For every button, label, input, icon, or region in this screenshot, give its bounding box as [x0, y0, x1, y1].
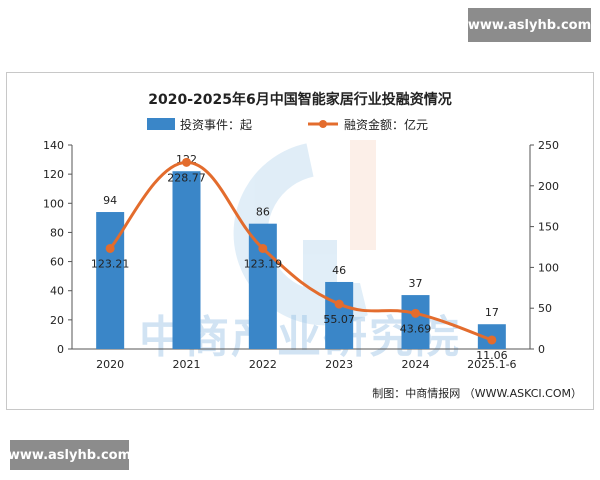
x-tick-label: 2024: [402, 358, 430, 371]
bar-value-label: 94: [103, 194, 117, 207]
left-tick-label: 140: [43, 139, 64, 152]
x-tick-label: 2021: [173, 358, 201, 371]
bar-value-label: 17: [485, 306, 499, 319]
line-series: [105, 157, 497, 345]
watermark-top: www.aslyhb.com: [468, 8, 591, 42]
legend: 投资事件：起 融资金额：亿元: [147, 117, 428, 132]
bar: [172, 171, 201, 349]
bar-value-label: 86: [256, 206, 270, 219]
left-tick-label: 40: [50, 285, 64, 298]
bar: [401, 295, 430, 349]
line-point: [334, 299, 344, 309]
line-value-label: 55.07: [323, 313, 355, 326]
x-tick-label: 2022: [249, 358, 277, 371]
legend-line-marker: [319, 120, 327, 128]
x-axis-labels: 2020 2021 2022 2023 2024 2025.1-6: [96, 358, 516, 371]
x-tick-label: 2020: [96, 358, 124, 371]
bars: [96, 171, 506, 349]
line-value-label: 43.69: [400, 322, 432, 335]
line-point: [258, 243, 268, 253]
right-tick-label: 0: [538, 343, 545, 356]
line-point: [411, 308, 420, 318]
right-tick-label: 100: [538, 261, 559, 274]
bar: [325, 281, 354, 349]
line-value-label: 123.19: [244, 257, 283, 270]
right-tick-label: 150: [538, 221, 559, 234]
legend-line-label: 融资金额：亿元: [344, 117, 428, 132]
right-tick-label: 250: [538, 139, 559, 152]
chart-title: 2020-2025年6月中国智能家居行业投融资情况: [148, 91, 451, 108]
bar-value-label: 37: [409, 277, 423, 290]
bar-value-label: 46: [332, 264, 346, 277]
line-value-label: 228.77: [167, 171, 206, 184]
line-point: [105, 243, 115, 253]
left-axis-ticks: 0 20 40 60 80 100 120 140: [43, 139, 72, 356]
right-tick-label: 50: [538, 302, 552, 315]
line-point: [182, 157, 191, 167]
line-value-label: 123.21: [91, 257, 130, 270]
left-tick-label: 100: [43, 197, 64, 210]
left-tick-label: 20: [50, 314, 64, 327]
bar: [248, 223, 277, 349]
legend-bar-swatch: [147, 118, 175, 130]
line-value-label: 11.06: [476, 349, 508, 362]
x-tick-label: 2023: [325, 358, 353, 371]
source-note: 制图：中商情报网 （WWW.ASKCI.COM）: [372, 386, 582, 400]
right-axis-ticks: 0 50 100 150 200 250: [530, 139, 559, 356]
legend-bar-label: 投资事件：起: [180, 117, 252, 132]
line-point: [487, 335, 497, 345]
left-tick-label: 80: [50, 226, 64, 239]
left-tick-label: 60: [50, 256, 64, 269]
line-labels: 123.21 228.77 123.19 55.07 43.69 11.06: [91, 171, 508, 362]
left-tick-label: 120: [43, 168, 64, 181]
x-tick-label: 2025.1-6: [467, 358, 516, 371]
right-tick-label: 200: [538, 180, 559, 193]
left-tick-label: 0: [57, 343, 64, 356]
watermark-bottom: www.aslyhb.com: [8, 440, 131, 470]
chart-frame: [6, 72, 594, 410]
